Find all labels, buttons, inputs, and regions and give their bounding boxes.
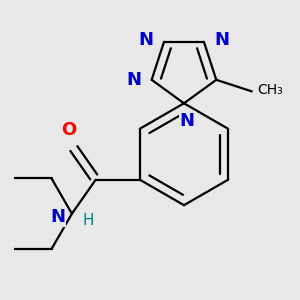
Text: N: N xyxy=(127,71,142,89)
Text: N: N xyxy=(50,208,65,226)
Text: N: N xyxy=(214,31,229,49)
Text: O: O xyxy=(61,121,76,139)
Text: CH₃: CH₃ xyxy=(257,83,283,97)
Text: N: N xyxy=(139,31,154,49)
Text: N: N xyxy=(180,112,195,130)
Text: H: H xyxy=(82,213,94,228)
